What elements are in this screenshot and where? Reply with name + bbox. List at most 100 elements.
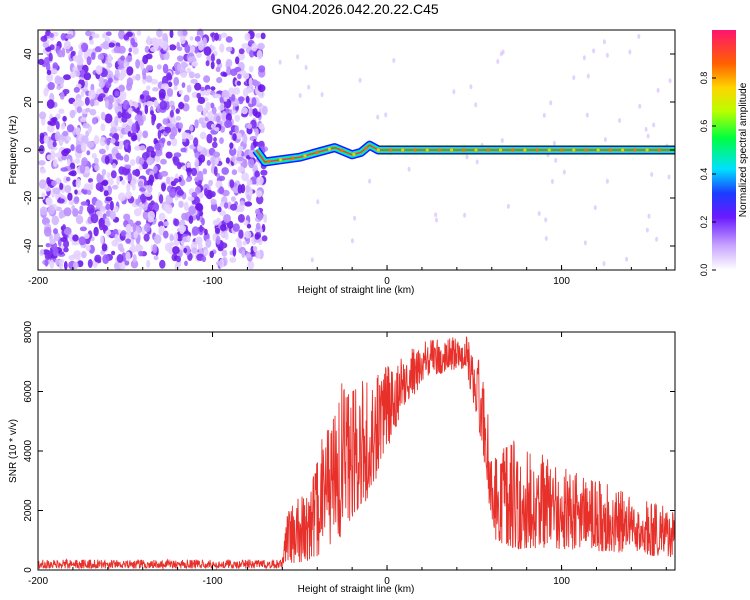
noise-blob xyxy=(68,255,76,261)
noise-blob xyxy=(98,93,106,99)
noise-blob xyxy=(104,113,113,124)
track-dot xyxy=(608,148,613,152)
noise-blob xyxy=(191,226,200,236)
noise-blob xyxy=(144,223,151,233)
noise-blob xyxy=(205,60,210,67)
noise-speck xyxy=(435,217,438,223)
track-dot xyxy=(315,150,319,154)
noise-blob xyxy=(111,239,119,247)
noise-blob xyxy=(62,115,67,122)
noise-blob xyxy=(237,73,242,80)
spectrogram-y-ticks: -40 -20 0 20 40 xyxy=(23,48,675,253)
noise-blob xyxy=(87,259,93,268)
snr-y-label: SNR (10 * v/v) xyxy=(8,419,19,483)
noise-speck xyxy=(605,52,609,58)
noise-blob xyxy=(120,68,127,78)
noise-blob xyxy=(247,123,253,130)
noise-blob xyxy=(80,142,87,153)
y-tick-label: -20 xyxy=(23,190,34,205)
noise-blob xyxy=(49,259,55,269)
noise-blob xyxy=(114,90,120,97)
noise-blob xyxy=(56,76,65,85)
noise-blob xyxy=(252,108,258,117)
noise-blob xyxy=(262,105,268,116)
noise-blob xyxy=(225,36,233,43)
noise-blob xyxy=(146,35,151,46)
noise-blob xyxy=(91,52,96,60)
noise-blob xyxy=(221,89,230,100)
noise-blob xyxy=(113,205,119,213)
track-dot xyxy=(621,148,625,152)
noise-blob xyxy=(252,79,258,86)
noise-blob xyxy=(218,186,225,195)
noise-speck xyxy=(469,84,473,90)
track-dot xyxy=(535,148,539,152)
y-tick-label: 2000 xyxy=(23,499,34,522)
noise-blob xyxy=(216,58,222,65)
colorbar-gradient xyxy=(712,30,736,270)
noise-blob xyxy=(138,157,145,166)
noise-blob xyxy=(214,127,220,132)
noise-region xyxy=(38,28,269,271)
noise-blob xyxy=(139,193,147,204)
noise-blob xyxy=(187,56,193,64)
noise-blob xyxy=(51,116,58,123)
noise-blob xyxy=(200,86,205,92)
noise-blob xyxy=(89,39,94,45)
noise-blob xyxy=(130,37,136,46)
noise-blob xyxy=(105,230,112,236)
noise-blob xyxy=(257,84,266,93)
noise-blob xyxy=(57,49,64,58)
noise-blob xyxy=(232,246,237,257)
noise-blob xyxy=(237,166,245,173)
noise-blob xyxy=(238,48,245,55)
noise-blob xyxy=(128,47,133,53)
noise-blob xyxy=(258,65,266,73)
noise-blob xyxy=(142,114,147,122)
noise-blob xyxy=(179,225,187,233)
noise-blob xyxy=(183,201,189,211)
noise-blob xyxy=(125,223,132,234)
noise-blob xyxy=(217,206,222,213)
noise-blob xyxy=(118,192,126,202)
noise-blob xyxy=(220,232,224,238)
noise-speck xyxy=(638,103,642,109)
track-dot xyxy=(572,148,576,152)
noise-blob xyxy=(160,158,167,165)
noise-blob xyxy=(98,81,105,88)
noise-blob xyxy=(139,94,145,100)
noise-speck xyxy=(549,100,553,106)
noise-speck xyxy=(552,140,556,146)
noise-blob xyxy=(194,47,199,54)
noise-blob xyxy=(205,101,211,111)
noise-blob xyxy=(185,167,193,173)
noise-blob xyxy=(39,206,48,216)
noise-blob xyxy=(202,107,207,117)
noise-blob xyxy=(203,75,211,83)
noise-blob xyxy=(181,30,188,36)
noise-blob xyxy=(118,29,125,40)
noise-blob xyxy=(254,233,260,240)
noise-blob xyxy=(241,107,248,115)
noise-blob xyxy=(146,156,154,166)
noise-blob xyxy=(135,220,142,226)
noise-blob xyxy=(65,33,74,40)
noise-blob xyxy=(131,123,138,134)
noise-speck xyxy=(655,236,659,242)
noise-blob xyxy=(53,228,58,235)
noise-blob xyxy=(186,162,191,169)
noise-blob xyxy=(194,35,201,42)
noise-blob xyxy=(82,189,89,195)
noise-blob xyxy=(154,142,161,151)
noise-blob xyxy=(163,230,169,239)
noise-blob xyxy=(71,240,80,246)
noise-blob xyxy=(132,254,137,263)
noise-blob xyxy=(139,201,143,211)
noise-blob xyxy=(88,89,96,100)
noise-blob xyxy=(98,76,105,83)
noise-blob xyxy=(224,202,229,209)
noise-blob xyxy=(215,261,223,266)
noise-blob xyxy=(246,194,251,200)
noise-blob xyxy=(73,196,80,205)
noise-blob xyxy=(106,138,111,146)
